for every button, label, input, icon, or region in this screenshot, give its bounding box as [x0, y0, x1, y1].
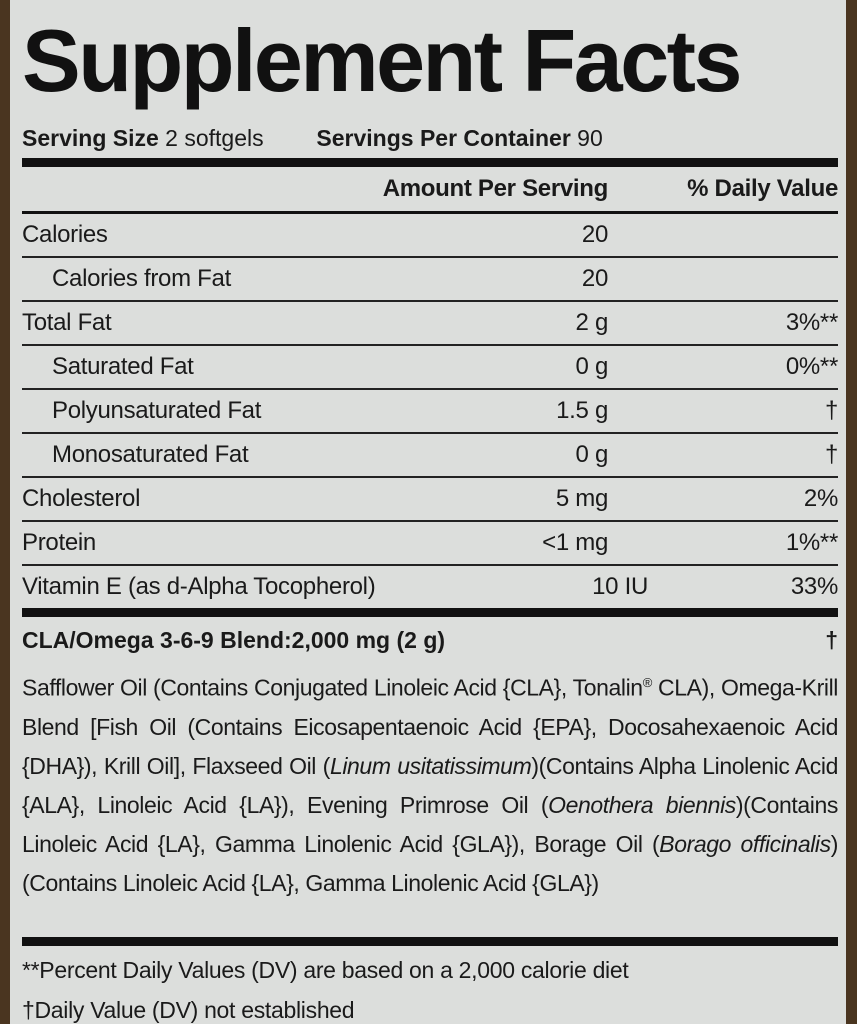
- ingredient-text: )(Contains Linoleic Acid {LA}, Gamma Lin…: [22, 830, 839, 896]
- nutrient-name: Calories from Fat: [52, 265, 231, 292]
- nutrient-name: Saturated Fat: [52, 353, 194, 380]
- title: Supplement Facts: [22, 11, 742, 110]
- ingredient-text: Safflower Oil (Contains Conjugated Linol…: [22, 674, 643, 701]
- amount: 1.5 g: [556, 397, 608, 424]
- amount-header: Amount Per Serving: [382, 175, 609, 202]
- footnote: †Daily Value (DV) not established: [22, 997, 355, 1023]
- ingredient-text: )(Contains Linoleic Acid {LA}, Gamma Lin…: [22, 791, 838, 857]
- nutrient-row: Vitamin E (as d-Alpha Tocopherol) 10 IU 33…: [22, 566, 838, 608]
- daily-value: 0%**: [785, 353, 838, 380]
- ingredient-text: )(Contains Alpha Linolenic Acid {ALA}, L…: [22, 752, 838, 818]
- latin-name: Oenothera biennis: [548, 791, 736, 818]
- daily-value: †: [824, 397, 838, 424]
- nutrient-row: Polyunsaturated Fat 1.5 g †: [22, 390, 838, 434]
- amount: 20: [581, 265, 608, 292]
- nutrient-row: Calories from Fat 20: [22, 258, 838, 302]
- latin-name: Borago officinalis: [659, 830, 831, 857]
- registered-mark: ®: [642, 675, 653, 690]
- amount: <1 mg: [542, 529, 608, 556]
- blend-name: CLA/Omega 3-6-9 Blend:: [22, 626, 292, 653]
- nutrient-name: Calories: [22, 221, 108, 248]
- divider-bar: [22, 937, 838, 946]
- divider-bar: [22, 158, 838, 167]
- amount: 2 g: [575, 309, 609, 336]
- footnote: **Percent Daily Values (DV) are based on…: [22, 957, 629, 983]
- divider-bar: [22, 608, 838, 617]
- nutrient-name: Vitamin E (as d-Alpha Tocopherol): [22, 573, 376, 600]
- nutrient-name: Monosaturated Fat: [52, 441, 249, 468]
- servings-per-container-label: Servings Per Container: [316, 125, 571, 151]
- amount: 0 g: [575, 353, 609, 380]
- serving-size-value: 2 softgels: [165, 125, 264, 151]
- nutrient-name: Protein: [22, 529, 96, 556]
- ingredient-text: CLA), Omega-Krill Blend [Fish Oil (Conta…: [22, 674, 838, 779]
- amount: 10 IU: [592, 573, 648, 600]
- serving-info: Serving Size 2 softgels Servings Per Con…: [22, 118, 838, 158]
- blend-amount: 2,000 mg (2 g): [291, 626, 446, 653]
- daily-value: 2%: [803, 485, 838, 512]
- ingredients: Safflower Oil (Contains Conjugated Linol…: [22, 663, 838, 937]
- blend-row: CLA/Omega 3-6-9 Blend: 2,000 mg (2 g) †: [22, 617, 838, 663]
- amount: 20: [581, 221, 608, 248]
- nutrient-row: Calories 20: [22, 214, 838, 258]
- nutrient-row: Cholesterol 5 mg 2%: [22, 478, 838, 522]
- footnotes: **Percent Daily Values (DV) are based on…: [22, 946, 838, 1024]
- servings-per-container-value: 90: [577, 125, 603, 151]
- daily-value: 1%**: [785, 529, 838, 556]
- table-header: Amount Per Serving % Daily Value: [22, 167, 838, 214]
- daily-value: 3%**: [785, 309, 838, 336]
- facts-panel: Supplement Facts Serving Size 2 softgels…: [10, 0, 846, 1024]
- dv-header: % Daily Value: [687, 175, 838, 202]
- table-rows: Calories 20 Calories from Fat 20 Total Fat 2 …: [22, 214, 838, 608]
- latin-name: Linum usitatissimum: [329, 752, 532, 779]
- nutrient-row: Protein <1 mg 1%**: [22, 522, 838, 566]
- daily-value: †: [824, 441, 838, 468]
- amount: 0 g: [575, 441, 609, 468]
- nutrient-name: Total Fat: [22, 309, 112, 336]
- daily-value: 33%: [790, 573, 838, 600]
- blend-dv: †: [825, 626, 838, 653]
- nutrient-row: Monosaturated Fat 0 g †: [22, 434, 838, 478]
- nutrient-name: Polyunsaturated Fat: [52, 397, 262, 424]
- nutrient-row: Total Fat 2 g 3%**: [22, 302, 838, 346]
- serving-size-label: Serving Size: [22, 125, 159, 151]
- nutrient-row: Saturated Fat 0 g 0%**: [22, 346, 838, 390]
- nutrient-name: Cholesterol: [22, 485, 141, 512]
- amount: 5 mg: [555, 485, 608, 512]
